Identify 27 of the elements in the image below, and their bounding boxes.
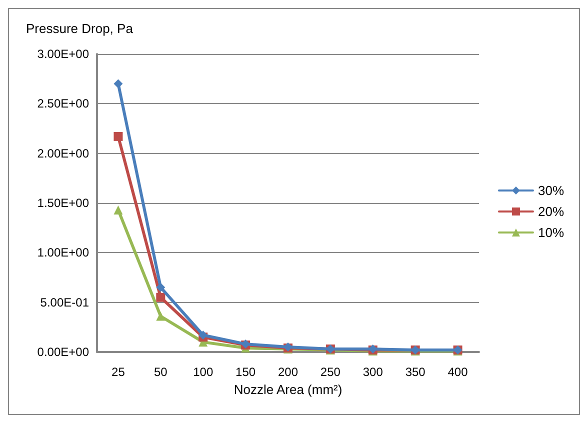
x-tick-label: 400 xyxy=(448,365,468,379)
x-tick-label: 350 xyxy=(405,365,426,379)
point xyxy=(114,79,123,88)
y-tick-label: 0.00E+00 xyxy=(37,345,90,359)
y-tick-label: 3.00E+00 xyxy=(37,47,90,61)
x-tick-label: 150 xyxy=(236,365,256,379)
y-tick-label: 1.00E+00 xyxy=(37,246,90,260)
y-tick-label: 1.50E+00 xyxy=(37,196,90,210)
legend-label: 20% xyxy=(538,204,564,219)
y-tick-label: 2.00E+00 xyxy=(37,146,90,160)
x-axis-title: Nozzle Area (mm²) xyxy=(234,382,342,397)
x-tick-label: 300 xyxy=(362,365,384,379)
x-tick-label: 200 xyxy=(278,365,298,379)
y-axis-title: Pressure Drop, Pa xyxy=(26,21,134,36)
point xyxy=(114,205,123,214)
point xyxy=(156,312,166,321)
y-tick-label: 2.50E+00 xyxy=(37,96,90,111)
x-tick-label: 25 xyxy=(112,365,126,379)
x-tick-label: 50 xyxy=(154,365,168,379)
y-tick-label: 5.00E-01 xyxy=(40,295,90,310)
point xyxy=(114,132,123,141)
point xyxy=(156,292,166,302)
legend-label: 10% xyxy=(538,225,564,240)
x-tick-label: 250 xyxy=(320,365,341,379)
legend-label: 30% xyxy=(538,183,564,198)
point xyxy=(156,282,166,292)
x-tick-label: 100 xyxy=(193,365,214,379)
